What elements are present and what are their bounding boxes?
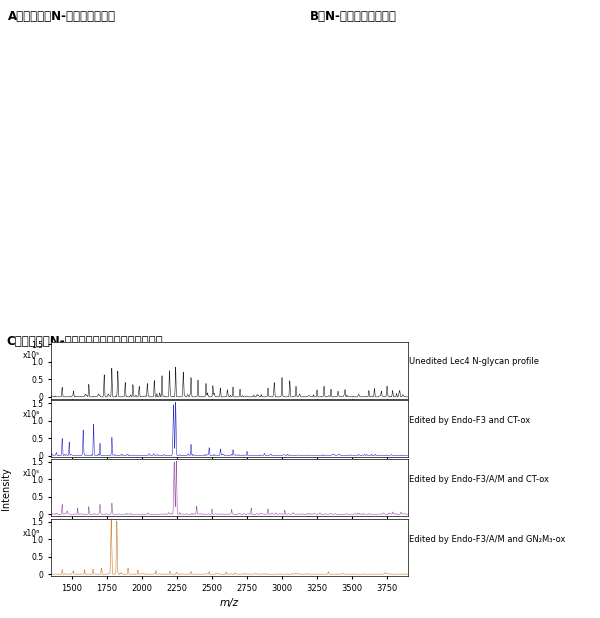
Text: Unedited Lec4 N-glycan profile: Unedited Lec4 N-glycan profile: [409, 357, 539, 366]
Y-axis label: x10⁵: x10⁵: [23, 469, 40, 478]
Y-axis label: x10⁵: x10⁵: [23, 352, 40, 360]
Text: Intensity: Intensity: [1, 467, 11, 510]
Y-axis label: x10⁸: x10⁸: [23, 410, 40, 419]
Y-axis label: x10⁶: x10⁶: [23, 529, 40, 538]
Text: Edited by Endo-F3/A/M and CT-ox: Edited by Endo-F3/A/M and CT-ox: [409, 475, 549, 483]
Text: C）细胞表面N-糖链结构分析（编辑前后比较）: C）细胞表面N-糖链结构分析（编辑前后比较）: [6, 335, 163, 348]
X-axis label: m/z: m/z: [220, 598, 239, 608]
Text: Edited by Endo-F3 and CT-ox: Edited by Endo-F3 and CT-ox: [409, 416, 530, 425]
Text: A）细胞表面N-糖链选择性编辑: A）细胞表面N-糖链选择性编辑: [8, 10, 116, 23]
Text: B）N-糖链结构精确调控: B）N-糖链结构精确调控: [310, 10, 397, 23]
Text: Edited by Endo-F3/A/M and GN₂M₃-ox: Edited by Endo-F3/A/M and GN₂M₃-ox: [409, 535, 565, 543]
